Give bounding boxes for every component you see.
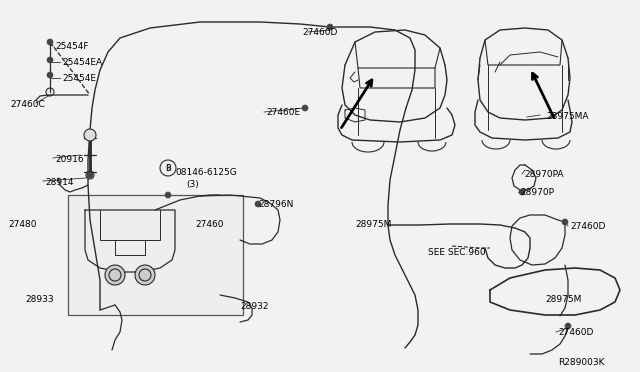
Circle shape — [327, 24, 333, 30]
Text: 27460D: 27460D — [302, 28, 337, 37]
Text: 28796N: 28796N — [258, 200, 293, 209]
Circle shape — [47, 57, 53, 63]
Text: 25454F: 25454F — [55, 42, 88, 51]
Circle shape — [165, 192, 171, 198]
Text: B: B — [165, 164, 171, 173]
Circle shape — [302, 105, 308, 111]
Text: 28914: 28914 — [45, 178, 74, 187]
Text: 28975MA: 28975MA — [546, 112, 589, 121]
Text: R289003K: R289003K — [558, 358, 605, 367]
Text: 25454E: 25454E — [62, 74, 96, 83]
Text: 28970PA: 28970PA — [524, 170, 563, 179]
Text: SEE SEC.960: SEE SEC.960 — [428, 248, 486, 257]
Text: 28975M: 28975M — [545, 295, 581, 304]
Circle shape — [135, 265, 155, 285]
Text: 27460: 27460 — [195, 220, 223, 229]
Circle shape — [87, 172, 93, 178]
Text: 27460D: 27460D — [570, 222, 605, 231]
Circle shape — [255, 201, 261, 207]
Text: 25454EA: 25454EA — [62, 58, 102, 67]
Text: 27460D: 27460D — [558, 328, 593, 337]
Text: 28970P: 28970P — [520, 188, 554, 197]
Text: 20916: 20916 — [55, 155, 84, 164]
Text: 27480: 27480 — [8, 220, 36, 229]
Circle shape — [562, 219, 568, 225]
Circle shape — [565, 323, 571, 329]
Circle shape — [519, 189, 525, 195]
Circle shape — [47, 39, 53, 45]
Circle shape — [84, 129, 96, 141]
Bar — [68, 195, 243, 315]
Text: 28932: 28932 — [240, 302, 269, 311]
Text: 28933: 28933 — [25, 295, 54, 304]
Text: 27460E: 27460E — [266, 108, 300, 117]
Text: 08146-6125G: 08146-6125G — [175, 168, 237, 177]
Circle shape — [47, 72, 53, 78]
Text: 28975M: 28975M — [355, 220, 392, 229]
Circle shape — [105, 265, 125, 285]
Text: 27460C: 27460C — [10, 100, 45, 109]
Text: (3): (3) — [186, 180, 199, 189]
